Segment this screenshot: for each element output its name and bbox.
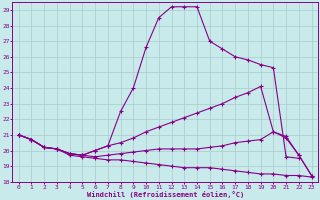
X-axis label: Windchill (Refroidissement éolien,°C): Windchill (Refroidissement éolien,°C) (86, 191, 244, 198)
